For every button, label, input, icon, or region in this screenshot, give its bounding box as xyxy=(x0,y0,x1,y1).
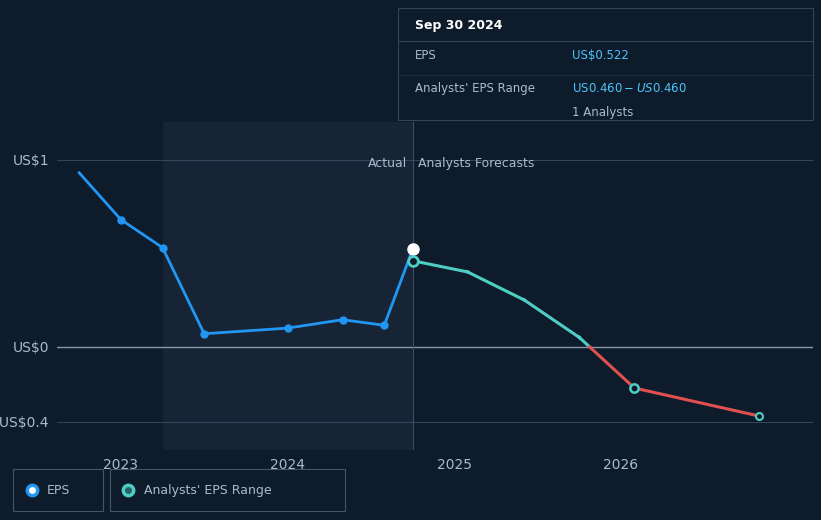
Text: EPS: EPS xyxy=(415,49,437,62)
Text: Actual: Actual xyxy=(369,157,407,170)
Text: Analysts Forecasts: Analysts Forecasts xyxy=(418,157,534,170)
Text: Sep 30 2024: Sep 30 2024 xyxy=(415,19,502,32)
Text: US$0.460 - US$0.460: US$0.460 - US$0.460 xyxy=(572,82,687,95)
Text: US$0.522: US$0.522 xyxy=(572,49,629,62)
Text: 1 Analysts: 1 Analysts xyxy=(572,106,634,119)
Text: Analysts' EPS Range: Analysts' EPS Range xyxy=(415,82,534,95)
Text: EPS: EPS xyxy=(47,484,70,497)
Text: Analysts' EPS Range: Analysts' EPS Range xyxy=(144,484,271,497)
Bar xyxy=(163,122,413,450)
